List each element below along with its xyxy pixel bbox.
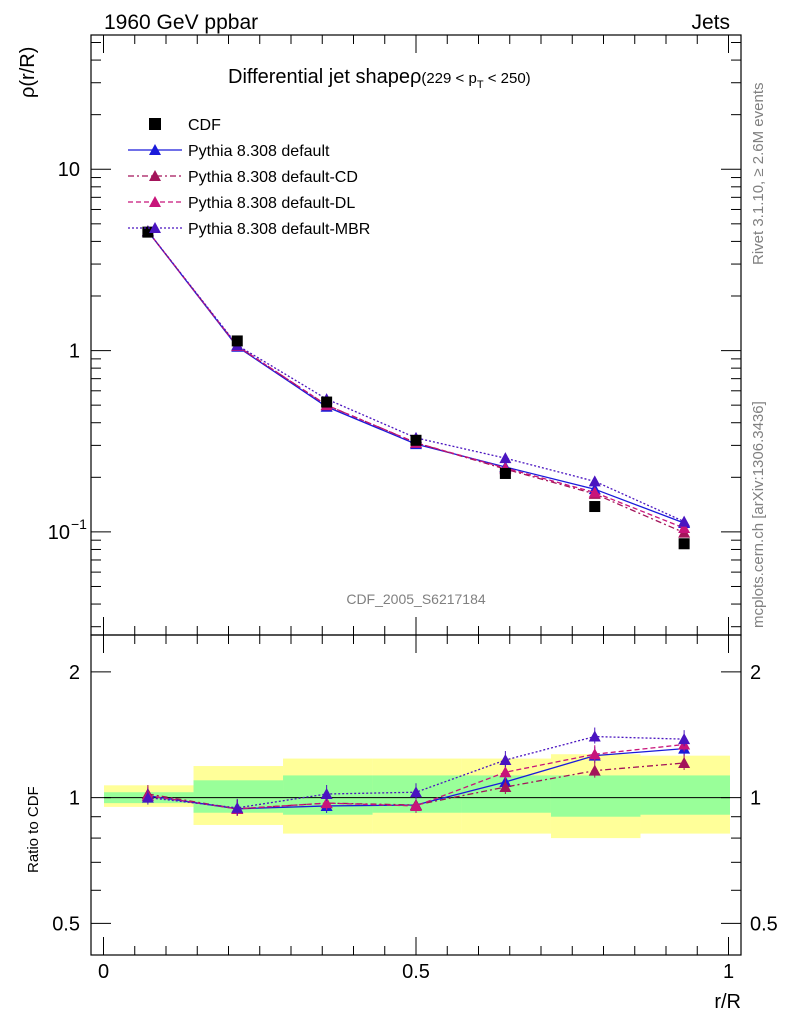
- uncertainty-band-inner: [550, 775, 641, 817]
- legend-marker-dl: [149, 196, 161, 207]
- energy-label: 1960 GeV ppbar: [104, 11, 258, 34]
- ratio-point-mbr: [678, 733, 691, 745]
- y-axis-label: ρ(r/R): [17, 47, 39, 98]
- plot-title-main: Differential jet shapeρ: [228, 66, 421, 88]
- rivet-label: Rivet 3.1.10, ≥ 2.6M events: [750, 83, 767, 266]
- y-tick-label-exponent: −1: [71, 516, 87, 532]
- y-tick-label: 1: [69, 341, 80, 363]
- ratio-point-dl: [410, 799, 422, 811]
- ratio-point-mbr: [141, 791, 154, 803]
- legend-label-default: Pythia 8.308 default: [188, 143, 330, 160]
- ratio-plot-panel: 2 2 1 1 0.5 0.5 0 0.5 1 Ratio to CDF r/R: [25, 634, 778, 1013]
- legend-label-dl: Pythia 8.308 default-DL: [188, 195, 355, 212]
- x-tick-label: 0.5: [402, 961, 430, 983]
- ratio-y-axis-label: Ratio to CDF: [25, 786, 42, 873]
- ratio-point-mbr: [320, 788, 333, 800]
- plot-title-range: (229 < p: [421, 70, 476, 87]
- ratio-point-dl: [320, 797, 333, 809]
- series-point-mbr: [588, 475, 601, 487]
- series-point-dl: [588, 486, 601, 498]
- series-line-mbr: [147, 230, 685, 523]
- x-tick-label: 1: [723, 961, 734, 983]
- x-axis-label: r/R: [714, 991, 741, 1013]
- ratio-point-mbr: [588, 730, 601, 742]
- legend-marker-cdf: [149, 118, 161, 130]
- ratio-y-tick-label: 2: [69, 662, 80, 684]
- series-point-dl: [678, 522, 691, 534]
- ratio-y-tick-label: 1: [69, 788, 80, 810]
- series-point-mbr: [499, 452, 512, 464]
- analysis-watermark: CDF_2005_S6217184: [346, 591, 486, 607]
- series-line-dl: [147, 230, 685, 529]
- cdf-data-point: [321, 396, 333, 408]
- mcplots-label: mcplots.cern.ch [arXiv:1306.3436]: [750, 401, 767, 628]
- ratio-point-dl: [588, 748, 601, 760]
- ratio-point-cd: [499, 781, 512, 793]
- ratio-y-tick-label-right: 2: [750, 662, 761, 684]
- legend-marker-mbr: [149, 222, 161, 233]
- cdf-data-point: [231, 335, 243, 347]
- ratio-point-mbr: [410, 786, 422, 798]
- x-tick-label: 0: [98, 961, 109, 983]
- legend: CDF Pythia 8.308 default Pythia 8.308 defa…: [128, 117, 370, 238]
- cdf-data-point: [410, 434, 422, 446]
- series-line-default: [147, 230, 685, 524]
- ratio-point-dl: [499, 766, 512, 778]
- cdf-data-point: [678, 538, 690, 550]
- plot-title: Differential jet shapeρ(229 < pT < 250): [228, 66, 531, 91]
- cdf-data-point: [499, 467, 511, 479]
- uncertainty-band-inner: [640, 775, 730, 815]
- y-tick-label: 10: [48, 522, 70, 544]
- cdf-data-point: [589, 501, 601, 513]
- plot-title-range-end: < 250): [484, 70, 531, 87]
- y-tick-label: 10: [58, 159, 80, 181]
- legend-marker-default: [149, 144, 161, 155]
- plot-title-subscript: T: [477, 79, 484, 91]
- ratio-point-mbr: [231, 801, 244, 813]
- ratio-point-mbr: [499, 754, 512, 766]
- ratio-y-tick-label-right: 0.5: [750, 913, 778, 935]
- legend-label-cdf: CDF: [188, 117, 221, 134]
- legend-label-mbr: Pythia 8.308 default-MBR: [188, 221, 370, 238]
- ratio-point-cd: [588, 764, 601, 776]
- legend-label-cd: Pythia 8.308 default-CD: [188, 169, 358, 186]
- legend-marker-cd: [149, 170, 161, 181]
- series-point-mbr: [678, 515, 691, 527]
- jets-label: Jets: [691, 11, 730, 34]
- cdf-data-point: [142, 226, 154, 238]
- series-line-cd: [147, 230, 685, 534]
- ratio-y-tick-label: 0.5: [52, 913, 80, 935]
- ratio-y-tick-label-right: 1: [750, 788, 761, 810]
- ratio-point-cd: [678, 757, 691, 769]
